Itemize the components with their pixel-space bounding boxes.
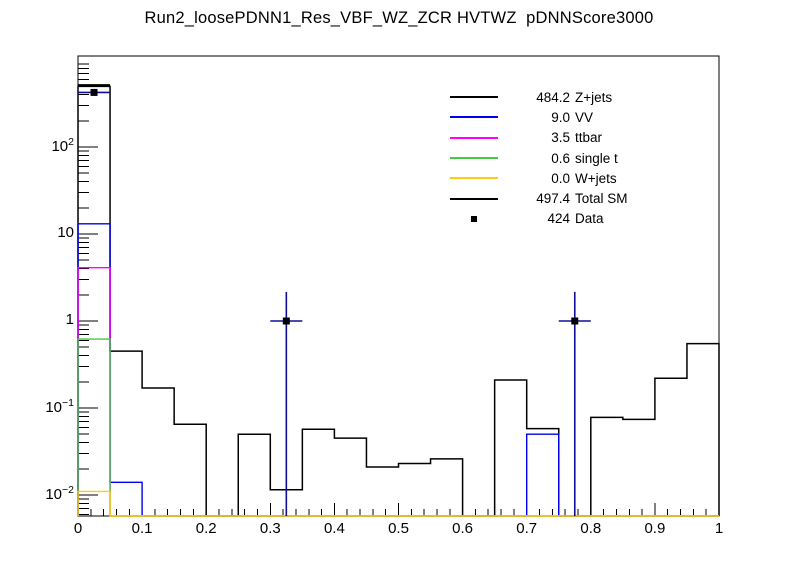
series-line-icon [450,136,498,139]
x-tick-label: 0.5 [388,520,409,537]
histogram-outlines [77,85,720,517]
legend-line-swatch [450,177,498,180]
y-tick-label: 10−2 [45,484,74,503]
legend-entry: 9.0 VV [450,107,593,127]
legend-label: ttbar [575,130,603,146]
series-line-icon [450,157,498,160]
x-tick-label: 0.4 [323,520,345,537]
series-line-icon [450,96,498,99]
legend-line-swatch [450,197,498,200]
series-line-icon [450,177,498,180]
data-point-marker [571,317,579,325]
legend-entry: 0.0 W+jets [450,168,617,188]
x-tick-label: 0.7 [516,520,538,537]
data-marker-icon [471,215,477,222]
y-tick-label: 10−1 [45,397,74,416]
x-tick-label: 0.2 [195,520,217,537]
axis-ticks [77,63,720,516]
legend-label: W+jets [575,170,617,186]
x-tick-label: 0.8 [580,520,602,537]
legend-value: 3.5 [551,130,570,146]
data-point-marker [282,317,290,325]
legend-marker-swatch [450,215,498,222]
legend-label: Total SM [575,191,628,207]
series-line-icon [450,197,498,200]
legend-value: 424 [547,211,570,227]
histogram-outline [77,338,719,517]
x-tick-label: 0.6 [452,520,474,537]
legend-line-swatch [450,157,498,160]
legend-line-swatch [450,136,498,139]
legend-line-swatch [450,116,498,119]
x-tick-label: 0.3 [259,520,281,537]
legend-label: VV [575,109,594,125]
legend-value: 497.4 [536,191,570,207]
legend-value: 484.2 [536,89,570,105]
legend-label: Data [575,211,604,227]
legend-line-swatch [450,96,498,99]
y-tick-label: 102 [51,136,74,155]
legend-value: 9.0 [551,109,570,125]
y-tick-label: 1 [65,311,74,328]
x-tick-label: 0.9 [644,520,666,537]
legend-entry: 424 Data [450,209,604,229]
data-point-marker [90,88,98,96]
plot-frame [77,55,720,517]
plot-title: Run2_loosePDNN1_Res_VBF_WZ_ZCR HVTWZ pDN… [144,9,654,27]
histogram-outline [77,490,719,517]
legend-value: 0.6 [551,150,570,166]
legend-entry: 497.4 Total SM [450,189,628,209]
histogram-outline [77,223,719,517]
legend-value: 0.0 [551,170,570,186]
legend-label: Z+jets [575,89,613,105]
legend-entry: 484.2 Z+jets [450,87,612,107]
x-tick-label: 1 [714,520,724,537]
series-line-icon [450,116,498,119]
legend-entry: 0.6 single t [450,148,618,168]
y-tick-label: 10 [57,224,74,241]
x-tick-label: 0.1 [131,520,153,537]
legend-label: single t [575,150,618,166]
data-markers [90,88,579,325]
x-tick-label: 0 [73,520,83,537]
histogram-outline [77,85,720,517]
legend-entry: 3.5 ttbar [450,128,602,148]
